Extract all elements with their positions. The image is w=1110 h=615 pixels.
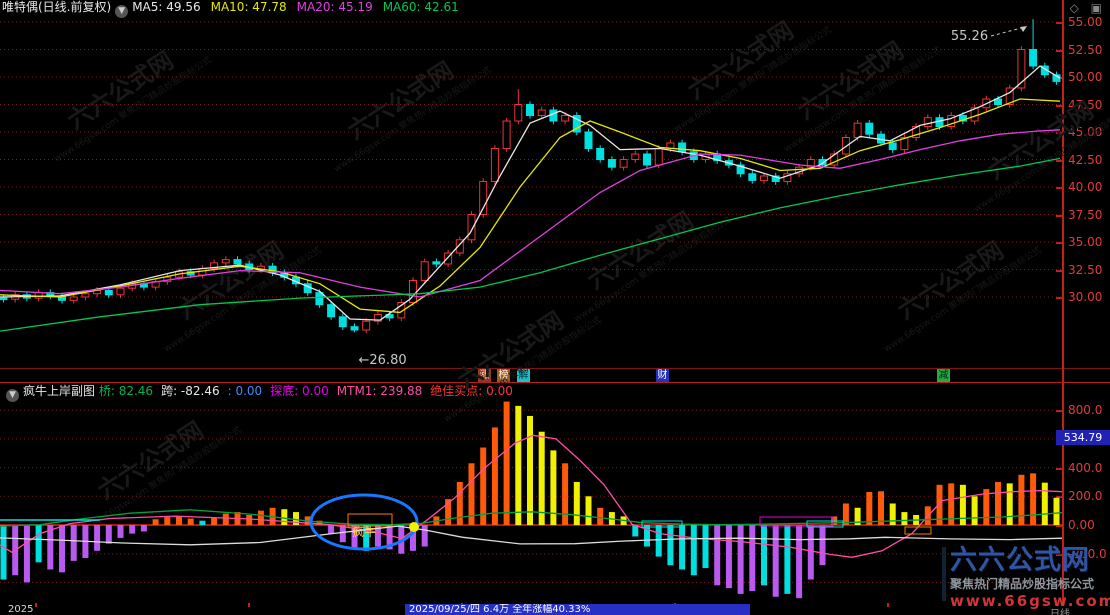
indicator-name: 疯牛上岸副图 <box>23 384 96 398</box>
yellow-marker <box>409 522 419 532</box>
main-candlestick-chart[interactable]: 55.26 ←26.80 <box>0 0 1063 370</box>
axis-tick <box>1056 132 1062 134</box>
ma-value-MA5: MA5: 49.56 <box>132 0 201 14</box>
site-logo-icon <box>942 547 946 601</box>
indicator-header: ▼ 疯牛上岸副图 桥: 82.46 跨: -82.46 : 0.00 探底: 0.00 M… <box>2 384 521 402</box>
indicator-panel-chart[interactable]: 疯牛 <box>0 398 1063 603</box>
price-axis-label[interactable]: 50.00 <box>1068 70 1103 84</box>
price-axis-label[interactable]: 30.00 <box>1068 290 1103 304</box>
indicator-axis-label[interactable]: -200.0 <box>1068 546 1107 561</box>
price-axis-label[interactable]: 40.00 <box>1068 180 1103 194</box>
axis-tick <box>1056 159 1062 162</box>
price-axis-label[interactable]: 42.50 <box>1068 152 1103 167</box>
indicator-value-item: 探底: 0.00 <box>270 384 329 398</box>
date-tick <box>248 603 250 607</box>
axis-tick <box>1056 297 1062 299</box>
event-marker-榜[interactable]: 榜 <box>497 369 510 382</box>
ma-line-MA5 <box>0 65 1061 321</box>
price-axis-label[interactable]: 52.50 <box>1068 42 1103 57</box>
panel-divider-strip <box>0 382 1110 383</box>
axis-tick <box>1056 214 1062 217</box>
cyan-box-1 <box>641 520 683 528</box>
high-price-annotation: 55.26 <box>951 29 988 44</box>
price-axis-label[interactable]: 45.00 <box>1068 125 1103 139</box>
site-logo: 六六公式网 聚焦热门精品炒股指标公式 www.66gsw.com <box>942 545 1110 610</box>
orange-box-2 <box>904 526 932 535</box>
ma-value-MA60: MA60: 42.61 <box>382 0 459 14</box>
price-axis-line <box>1062 0 1064 603</box>
site-logo-title: 六六公式网 <box>950 545 1090 576</box>
main-chart-header: 唯特偶(日线.前复权) ▼ MA5: 49.56 MA10: 47.78 MA20: 4… <box>2 0 469 18</box>
chevron-down-icon[interactable]: ▼ <box>115 5 129 18</box>
indicator-value-item: 绝佳买点: 0.00 <box>430 384 513 398</box>
blue-circle-annotation <box>309 493 419 551</box>
axis-tick <box>1056 553 1062 556</box>
indicator-axis-label[interactable]: 0.00 <box>1068 518 1095 532</box>
ma-line-MA20 <box>0 129 1061 298</box>
axis-tick <box>1056 104 1062 107</box>
current-value-tag: 534.79 <box>1056 430 1110 445</box>
indicator-axis-label[interactable]: 800.0 <box>1068 403 1103 418</box>
price-axis-label[interactable]: 37.50 <box>1068 207 1103 222</box>
cyan-box-2 <box>806 520 844 528</box>
year-label: 2025 <box>8 604 34 615</box>
axis-tick <box>1056 269 1062 272</box>
indicator-line-white-line <box>0 525 1063 546</box>
axis-tick <box>1056 496 1062 499</box>
date-tooltip: 2025/09/25/四 6.4万 全年涨幅40.33% <box>405 604 750 615</box>
indicator-value-item: 跨: -82.46 <box>161 384 220 398</box>
stock-title: 唯特偶(日线.前复权) <box>2 0 112 14</box>
site-logo-url[interactable]: www.66gsw.com <box>950 592 1110 610</box>
low-price-annotation: ←26.80 <box>359 353 407 368</box>
period-label[interactable]: 日线 <box>1050 609 1070 615</box>
indicator-axis-label[interactable]: 200.0 <box>1068 489 1103 504</box>
event-marker-解[interactable]: 解 <box>517 369 530 382</box>
event-marker-涨[interactable]: 涨 <box>478 369 491 382</box>
price-axis-label[interactable]: 55.00 <box>1068 15 1103 29</box>
fengniu-label: 疯牛 <box>352 524 376 539</box>
window-controls[interactable]: ◇ ▣ <box>1069 1 1106 15</box>
indicator-line-MTM1 <box>0 434 1063 558</box>
indicator-axis-label[interactable]: 400.0 <box>1068 460 1103 475</box>
orange-box-annotation <box>347 513 393 527</box>
price-axis-label[interactable]: 32.50 <box>1068 262 1103 277</box>
date-tick <box>887 603 889 607</box>
ma-line-MA10 <box>0 98 1061 314</box>
event-marker-减[interactable]: 减 <box>937 369 950 382</box>
ma-line-MA60 <box>0 157 1061 332</box>
indicator-value-item: MTM1: 239.88 <box>336 384 423 398</box>
axis-tick <box>1056 525 1062 527</box>
axis-tick <box>1056 410 1062 413</box>
panel-divider-top <box>0 368 1110 369</box>
axis-tick <box>1056 49 1062 52</box>
date-tick <box>35 603 37 607</box>
indicator-values: 桥: 82.46 跨: -82.46 : 0.00 探底: 0.00 MTM1: 239… <box>99 384 521 398</box>
event-marker-财[interactable]: 财 <box>656 369 669 382</box>
site-logo-subtitle: 聚焦热门精品炒股指标公式 <box>950 577 1095 591</box>
price-axis-label[interactable]: 35.00 <box>1068 235 1103 249</box>
ma-value-MA10: MA10: 47.78 <box>210 0 287 14</box>
indicator-line-green-line <box>0 509 1063 527</box>
indicator-value-item: 桥: 82.46 <box>98 384 154 398</box>
axis-tick <box>1056 467 1062 470</box>
indicator-value-item: : 0.00 <box>227 384 263 398</box>
ma-value-MA20: MA20: 45.19 <box>296 0 373 14</box>
price-axis-label[interactable]: 47.50 <box>1068 97 1103 112</box>
axis-tick <box>1056 22 1062 24</box>
chevron-down-icon[interactable]: ▼ <box>6 389 19 402</box>
axis-tick <box>1056 187 1062 189</box>
axis-tick <box>1056 242 1062 244</box>
ma-legend: MA5: 49.56 MA10: 47.78 MA20: 45.19 MA60: 42… <box>132 0 469 14</box>
